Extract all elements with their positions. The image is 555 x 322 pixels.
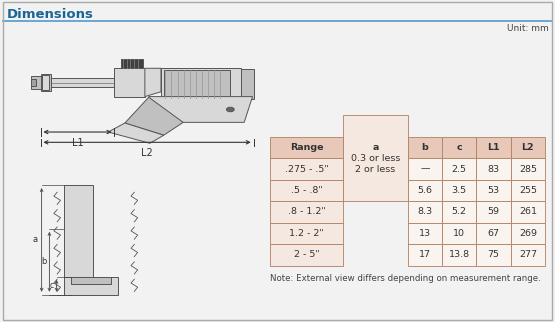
Bar xyxy=(71,277,111,284)
Bar xyxy=(114,68,145,97)
Text: .8 - 1.2": .8 - 1.2" xyxy=(288,207,325,216)
Text: .275 - .5": .275 - .5" xyxy=(285,165,329,174)
Polygon shape xyxy=(149,97,253,122)
Bar xyxy=(511,244,545,266)
Text: 10: 10 xyxy=(453,229,465,238)
Bar xyxy=(511,158,545,180)
Text: 5.2: 5.2 xyxy=(452,207,467,216)
Text: a: a xyxy=(32,235,38,244)
Bar xyxy=(343,158,407,180)
Text: L1: L1 xyxy=(72,138,83,148)
Bar xyxy=(442,180,476,201)
Bar xyxy=(511,201,545,223)
Text: L2: L2 xyxy=(522,143,534,152)
Bar xyxy=(31,76,41,89)
Bar xyxy=(270,223,343,244)
Bar xyxy=(343,115,407,201)
Bar xyxy=(270,180,343,201)
Text: Range: Range xyxy=(290,143,324,152)
Bar xyxy=(270,244,343,266)
Text: 13.8: 13.8 xyxy=(448,251,470,260)
Bar xyxy=(51,78,114,87)
Polygon shape xyxy=(125,97,183,135)
Text: 83: 83 xyxy=(487,165,500,174)
Text: c: c xyxy=(49,281,54,290)
Polygon shape xyxy=(145,68,161,97)
Text: 1.2 - 2": 1.2 - 2" xyxy=(289,229,324,238)
Text: 2 or less: 2 or less xyxy=(355,165,396,174)
Text: 277: 277 xyxy=(519,251,537,260)
Bar xyxy=(161,68,241,100)
Text: b: b xyxy=(41,257,47,266)
Bar xyxy=(241,69,254,99)
Bar xyxy=(476,158,511,180)
Bar xyxy=(407,137,442,158)
Bar xyxy=(476,180,511,201)
Bar xyxy=(407,201,442,223)
Text: a: a xyxy=(372,143,379,152)
Bar xyxy=(442,223,476,244)
Bar xyxy=(511,180,545,201)
Text: c: c xyxy=(456,143,462,152)
Bar xyxy=(270,158,343,180)
Text: Note: External view differs depending on measurement range.: Note: External view differs depending on… xyxy=(270,274,541,283)
Text: 269: 269 xyxy=(519,229,537,238)
Bar xyxy=(476,223,511,244)
Bar xyxy=(270,201,343,223)
Text: 2.5: 2.5 xyxy=(452,165,467,174)
Bar xyxy=(476,244,511,266)
Text: 5.6: 5.6 xyxy=(417,186,432,195)
Bar xyxy=(64,277,118,295)
Text: Unit: mm: Unit: mm xyxy=(507,24,548,33)
Bar xyxy=(31,79,36,86)
Text: 261: 261 xyxy=(519,207,537,216)
Bar xyxy=(407,244,442,266)
Text: 17: 17 xyxy=(419,251,431,260)
Text: 67: 67 xyxy=(487,229,500,238)
Text: 53: 53 xyxy=(487,186,500,195)
Text: L1: L1 xyxy=(487,143,500,152)
Bar xyxy=(511,223,545,244)
Text: 75: 75 xyxy=(487,251,500,260)
Text: .5 - .8": .5 - .8" xyxy=(291,186,322,195)
Bar xyxy=(121,59,143,68)
Bar xyxy=(442,244,476,266)
Text: 3.5: 3.5 xyxy=(452,186,467,195)
Text: 59: 59 xyxy=(487,207,500,216)
Text: 2 - 5": 2 - 5" xyxy=(294,251,320,260)
Bar xyxy=(511,137,545,158)
Bar xyxy=(270,137,343,158)
Text: 13: 13 xyxy=(419,229,431,238)
Bar xyxy=(476,201,511,223)
Polygon shape xyxy=(108,123,164,143)
Text: 255: 255 xyxy=(519,186,537,195)
Text: Dimensions: Dimensions xyxy=(7,8,94,21)
Bar xyxy=(407,223,442,244)
Bar xyxy=(442,201,476,223)
Text: 8.3: 8.3 xyxy=(417,207,432,216)
Bar xyxy=(64,185,93,295)
Bar xyxy=(476,137,511,158)
Text: b: b xyxy=(421,143,428,152)
Bar xyxy=(42,75,49,90)
Bar xyxy=(41,74,51,91)
Text: 0.3 or less: 0.3 or less xyxy=(351,154,400,163)
Text: L2: L2 xyxy=(141,148,153,158)
Circle shape xyxy=(226,107,234,112)
Bar xyxy=(343,137,407,158)
Bar xyxy=(442,137,476,158)
Bar xyxy=(407,180,442,201)
Text: 285: 285 xyxy=(519,165,537,174)
Bar xyxy=(442,158,476,180)
Text: —: — xyxy=(420,165,430,174)
Bar xyxy=(164,70,230,98)
Bar xyxy=(407,158,442,180)
